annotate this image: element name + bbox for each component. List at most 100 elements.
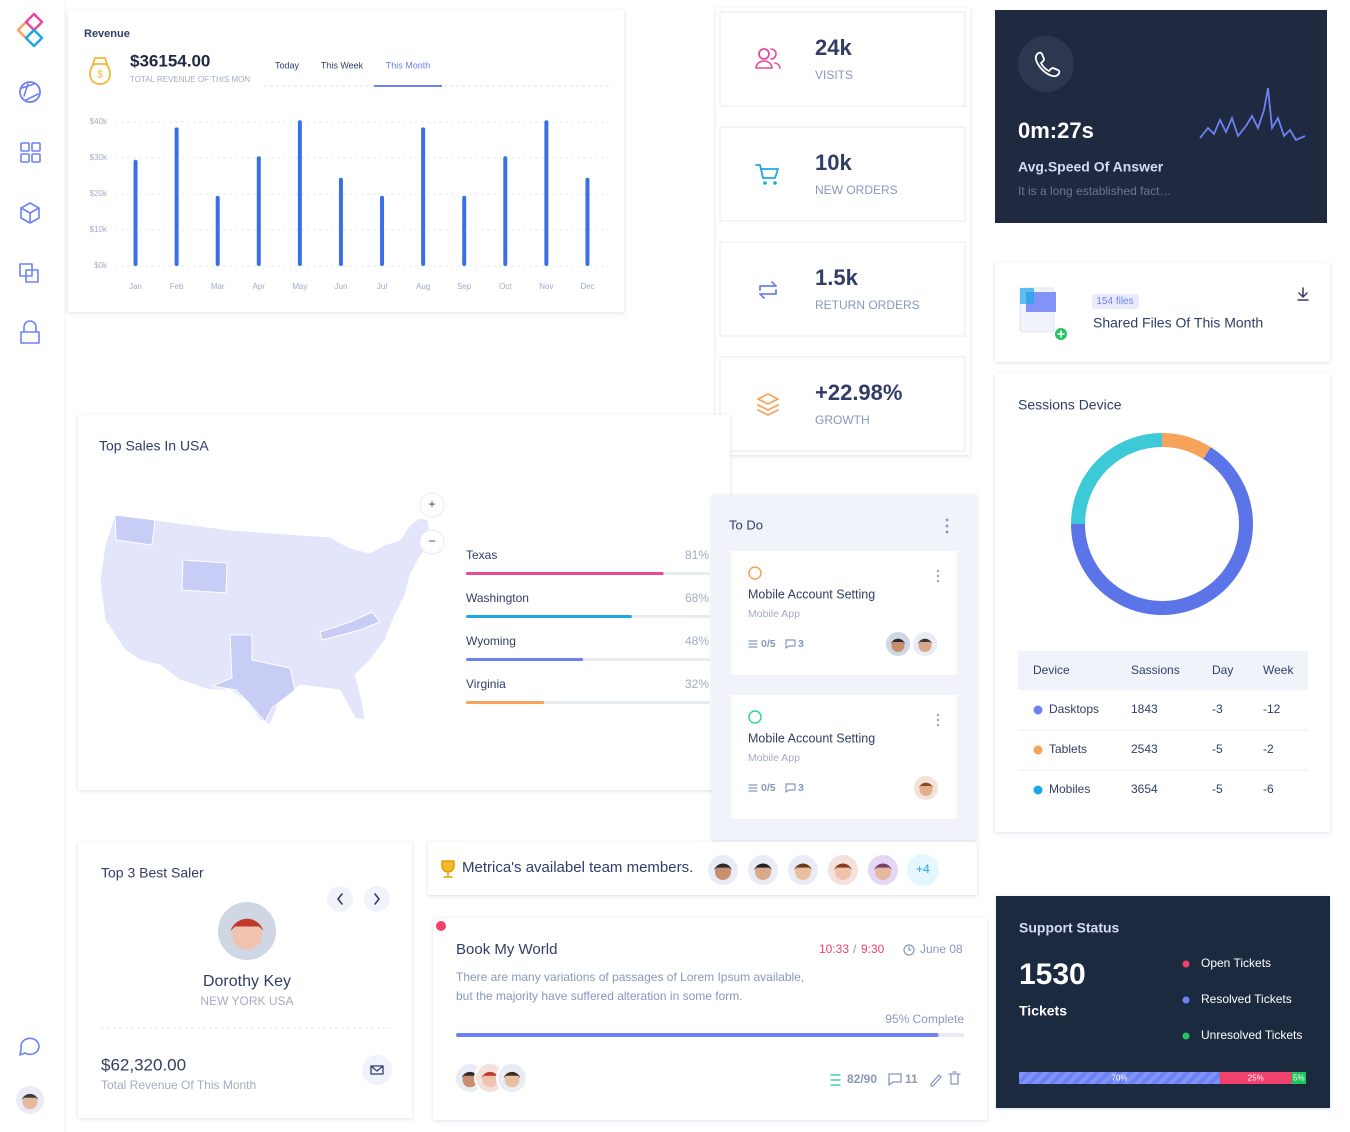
state-value: 48% [685, 634, 709, 648]
nav-icon [20, 153, 30, 163]
stacked-segment [1019, 1072, 1220, 1084]
avatar-hair [874, 863, 892, 870]
avatar-face [232, 919, 262, 950]
table-header: Week [1263, 663, 1294, 677]
table-header: Day [1212, 663, 1233, 677]
x-tick-label: Jun [335, 282, 348, 291]
logo [24, 12, 44, 32]
avatar-face [918, 639, 932, 653]
icon [773, 181, 777, 185]
stacked-segment [1219, 1072, 1292, 1084]
donut-segment [1161, 433, 1211, 460]
table-cell: Dasktops [1049, 702, 1099, 716]
bar [215, 195, 220, 266]
x-tick-label: Feb [170, 282, 184, 291]
revenue-caption: TOTAL REVENUE OF THIS MON [130, 75, 250, 84]
avatar-hair [917, 638, 933, 644]
card-title: Support Status [1019, 920, 1120, 936]
kebab [945, 524, 949, 528]
stat-label: GROWTH [815, 413, 870, 427]
project-time: / [853, 942, 857, 956]
table-cell: -5 [1212, 742, 1223, 756]
icon [755, 164, 779, 179]
bar [503, 156, 508, 266]
stat-card [719, 241, 966, 337]
state-texas [211, 634, 296, 723]
avatar-hair [794, 863, 812, 870]
zoom-button [419, 492, 445, 518]
card-title: Top 3 Best Saler [101, 865, 204, 881]
device-dot [1033, 705, 1043, 715]
card-title: Revenue [84, 28, 130, 40]
project-title: Book My World [456, 941, 557, 958]
stat-card [719, 126, 966, 222]
avatar-hair [918, 782, 934, 788]
segment-label: 25% [1248, 1074, 1264, 1083]
avatar-face [462, 1072, 478, 1088]
bar [585, 177, 590, 266]
task-icon [830, 1074, 841, 1086]
mail-icon [370, 1065, 384, 1075]
nav-icon [21, 83, 39, 101]
project-time: 9:30 [861, 942, 885, 956]
todo-status [748, 566, 762, 580]
icon [755, 48, 781, 69]
todo-tasks: 0/5 [761, 638, 776, 650]
edit-icon [930, 1074, 942, 1087]
tab[interactable]: Today [275, 60, 300, 70]
project-comments: 11 [905, 1072, 918, 1086]
stat-value: +22.98% [815, 380, 902, 405]
status-dot [436, 921, 446, 931]
device-dot [1033, 745, 1043, 755]
stat-label: NEW ORDERS [815, 183, 898, 197]
todo-tasks: 0/5 [761, 782, 776, 794]
zoom-label[interactable]: − [428, 534, 435, 548]
stat-label: VISITS [815, 68, 853, 82]
tab[interactable]: This Month [386, 60, 431, 70]
stat-value: 10k [815, 150, 852, 175]
x-tick-label: Jul [377, 282, 387, 291]
phone-icon [1035, 51, 1061, 77]
todo-comments: 3 [798, 638, 804, 650]
nav-icon [19, 81, 41, 103]
carousel-button [327, 886, 353, 912]
table-cell: 3654 [1131, 782, 1158, 796]
card-title: Sessions Device [1018, 397, 1122, 413]
y-tick-label: $0k [94, 261, 108, 270]
stat-value: 24k [815, 35, 852, 60]
more-badge [907, 854, 939, 886]
progress-fill [466, 572, 664, 575]
revenue-amount: $36154.00 [130, 51, 210, 70]
todo-title: Mobile Account Setting [748, 731, 875, 745]
saler-caption: Total Revenue Of This Month [101, 1078, 256, 1092]
table-cell: 2543 [1131, 742, 1158, 756]
icon [757, 393, 779, 416]
nav-icon [31, 153, 41, 163]
nav-icon [20, 202, 40, 224]
project-date: June 08 [920, 942, 963, 956]
state-name: Virginia [466, 677, 506, 691]
icon [758, 48, 770, 60]
carousel-arrow [337, 893, 343, 905]
todo-subtitle: Mobile App [748, 608, 800, 620]
files-title: Shared Files Of This Month [1093, 315, 1263, 331]
table-header: Sassions [1131, 663, 1180, 677]
avatar-face [919, 783, 933, 797]
avatar-face [482, 1072, 498, 1088]
saler-name: Dorothy Key [203, 973, 291, 990]
carousel-button [364, 886, 390, 912]
trophy-icon [441, 860, 455, 878]
x-tick-label: Jan [129, 282, 142, 291]
progress-fill [466, 615, 632, 618]
tab[interactable]: This Week [321, 60, 364, 70]
zoom-label[interactable]: + [428, 497, 435, 511]
bar [297, 120, 302, 266]
avatar-face [795, 863, 811, 880]
progress-fill [466, 701, 545, 704]
segment-label: 70% [1111, 1074, 1127, 1083]
legend-dot [1182, 996, 1190, 1004]
card-title: To Do [729, 517, 763, 532]
support-unit: Tickets [1019, 1003, 1067, 1019]
legend-label: Resolved Tickets [1201, 992, 1292, 1006]
